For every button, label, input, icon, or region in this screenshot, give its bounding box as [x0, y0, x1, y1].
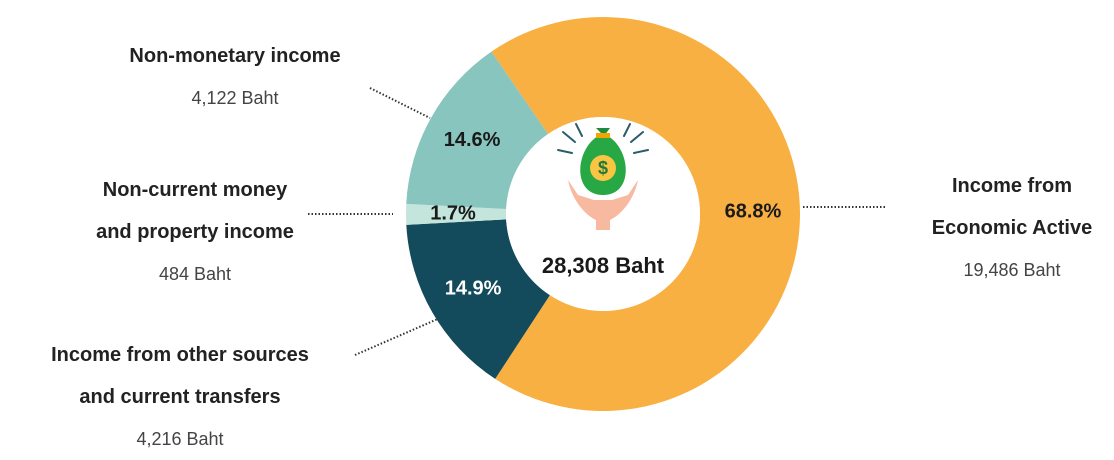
chart: $ 28,308 Baht 68.8% 14.9% 1.7% 14.6%	[308, 17, 885, 412]
category-name: Income from Economic Active	[931, 175, 1093, 239]
percent-label: 14.6%	[444, 129, 501, 151]
category-label: Non-current money and property income 484…	[92, 169, 298, 295]
amount-label: 484 Baht	[158, 264, 232, 284]
segment	[406, 51, 549, 210]
svg-text:$: $	[598, 158, 608, 178]
amount-label: 4,216 Baht	[136, 429, 224, 449]
category-name: Non-current money and property income	[96, 179, 294, 243]
category-label: Income from other sources and current tr…	[35, 334, 325, 460]
category-label: Income from Economic Active 19,486 Baht	[922, 165, 1102, 291]
category-label: Non-monetary income 4,122 Baht	[85, 35, 385, 119]
leader-line	[354, 317, 441, 356]
leaders	[308, 87, 885, 356]
percent-label: 1.7%	[430, 203, 476, 225]
segments	[406, 17, 800, 412]
segment	[491, 17, 800, 412]
page: $ 28,308 Baht 68.8%14.9%1.7%14.6% (() =>…	[51, 17, 1102, 449]
percent-label: 68.8%	[725, 201, 782, 223]
amount-label: 4,122 Baht	[191, 88, 279, 108]
center-label: 28,308 Baht	[542, 253, 665, 278]
segment	[406, 203, 507, 225]
category-name: Income from other sources and current tr…	[51, 344, 309, 408]
leader-line	[369, 87, 431, 119]
segment	[406, 219, 550, 379]
amount-label: 19,486 Baht	[963, 260, 1061, 280]
category-name: Non-monetary income	[129, 45, 341, 67]
percent-label: 14.9%	[445, 277, 502, 299]
money-icon: $	[557, 123, 649, 230]
